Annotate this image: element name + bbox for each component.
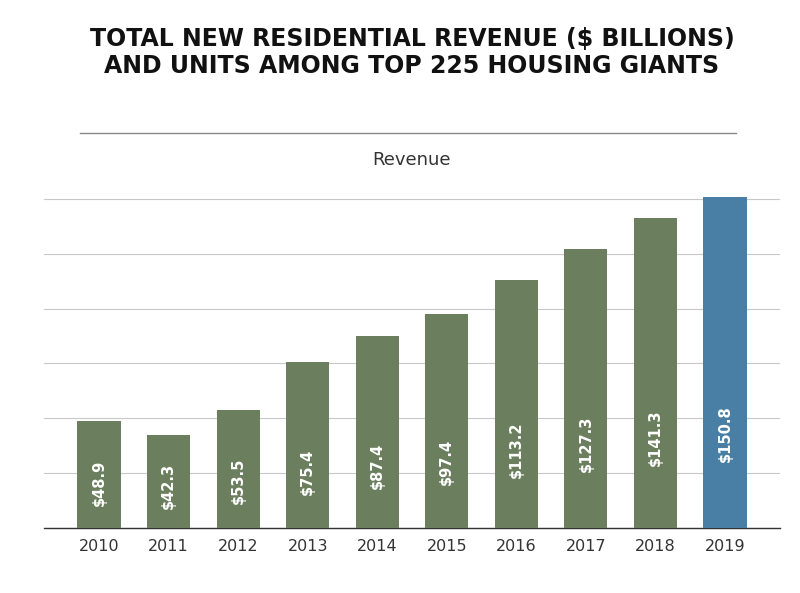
Bar	[78, 420, 121, 528]
Text: $97.4: $97.4	[439, 439, 454, 485]
Bar	[426, 314, 468, 528]
Text: $53.5: $53.5	[230, 458, 246, 504]
Text: $113.2: $113.2	[509, 422, 524, 478]
Text: $150.8: $150.8	[718, 405, 733, 461]
Bar	[564, 248, 607, 528]
Bar	[494, 280, 538, 528]
Bar	[703, 197, 746, 528]
Text: $127.3: $127.3	[578, 416, 594, 472]
Bar	[356, 336, 398, 528]
Text: $87.4: $87.4	[370, 443, 385, 489]
Text: $42.3: $42.3	[161, 463, 176, 509]
Text: $48.9: $48.9	[91, 460, 106, 506]
Text: $75.4: $75.4	[300, 448, 315, 495]
Bar	[286, 362, 330, 528]
Bar	[147, 435, 190, 528]
Text: Revenue: Revenue	[373, 151, 451, 169]
Bar	[634, 218, 677, 528]
Bar	[217, 410, 260, 528]
Text: $141.3: $141.3	[648, 409, 663, 466]
Text: TOTAL NEW RESIDENTIAL REVENUE ($ BILLIONS)
AND UNITS AMONG TOP 225 HOUSING GIANT: TOTAL NEW RESIDENTIAL REVENUE ($ BILLION…	[90, 27, 734, 78]
